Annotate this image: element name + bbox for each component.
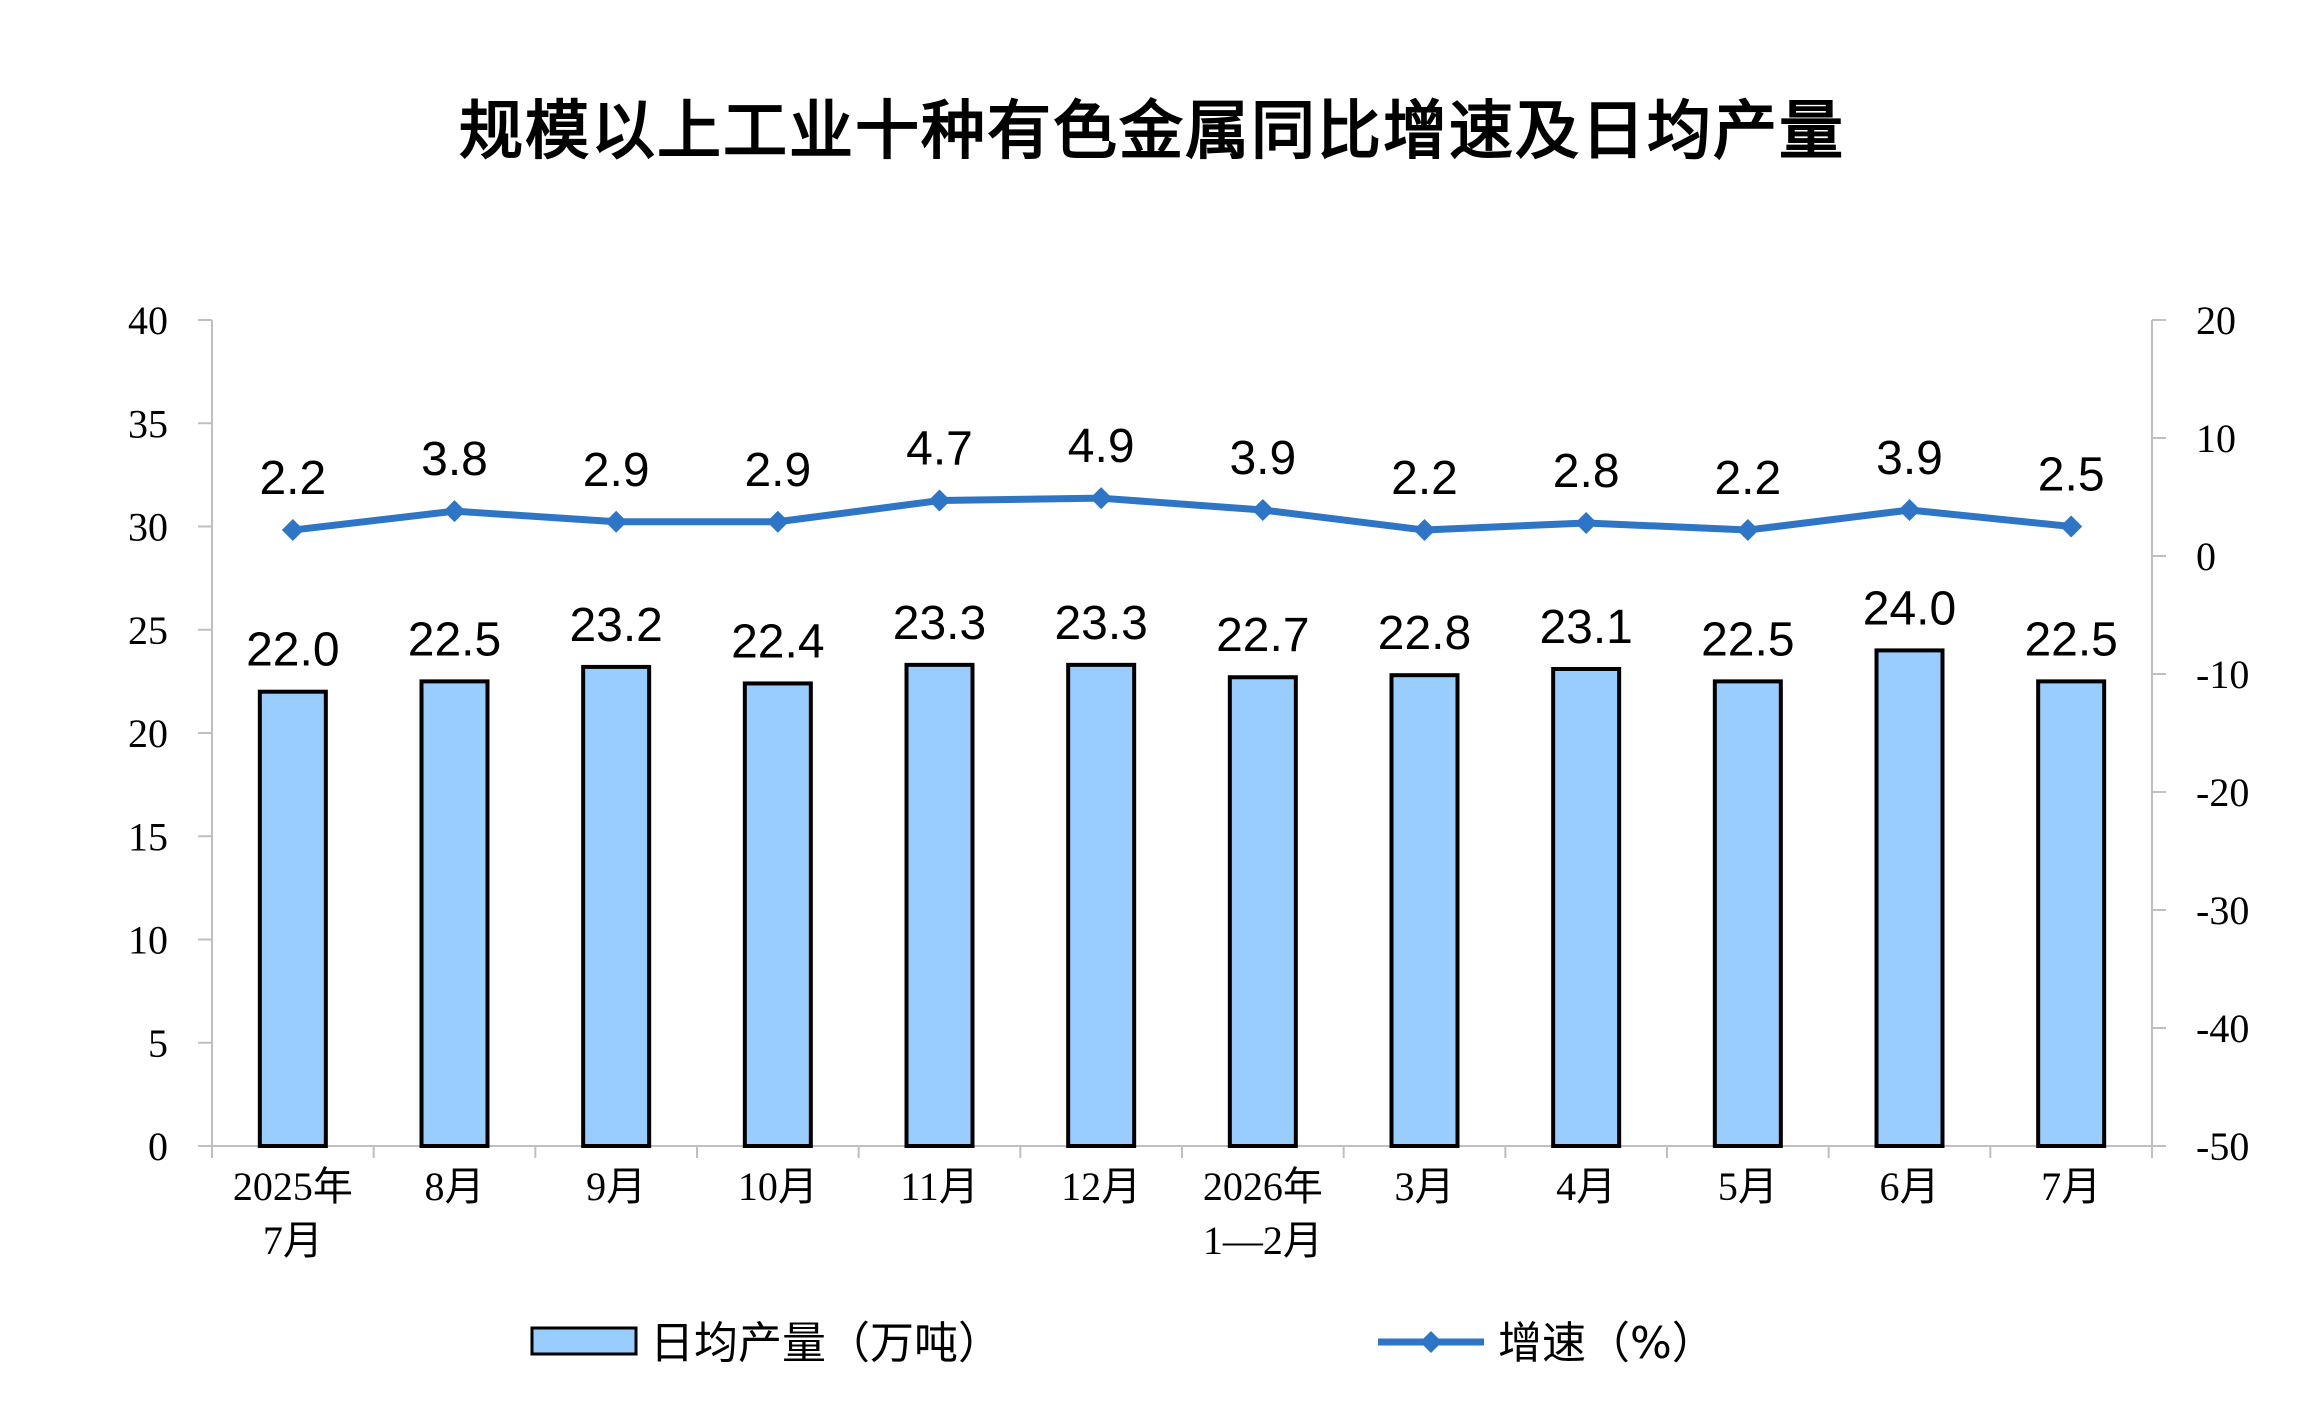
bar xyxy=(1227,675,1298,1148)
bar xyxy=(2036,679,2107,1148)
x-tick-label: 4月 xyxy=(1556,1164,1616,1209)
bar-data-label: 22.4 xyxy=(731,615,824,668)
line-data-label: 2.2 xyxy=(1391,452,1458,505)
line-data-label: 3.8 xyxy=(421,433,488,486)
x-tick-label: 3月 xyxy=(1395,1164,1455,1209)
line-data-label: 4.9 xyxy=(1068,420,1135,473)
x-tick-label: 12月 xyxy=(1061,1164,1141,1209)
x-tick-label: 9月 xyxy=(586,1164,646,1209)
bar xyxy=(257,689,328,1148)
bar-data-label: 22.7 xyxy=(1216,609,1309,662)
bar xyxy=(1389,673,1460,1148)
line-point xyxy=(2060,515,2083,538)
y-left-tick-label: 10 xyxy=(128,918,168,963)
chart-title: 规模以上工业十种有色金属同比增速及日均产量 xyxy=(459,95,1845,169)
line-point xyxy=(1736,519,1759,542)
line-labels: 2.2 3.8 2.9 2.9 4.7 4.9 3.9 2.2 2.8 2.2 3.9 2.5 xyxy=(259,420,2104,505)
bar-data-label: 22.5 xyxy=(2024,613,2117,666)
line-data-label: 2.8 xyxy=(1553,445,1620,498)
y-left-tick-label: 40 xyxy=(128,298,168,343)
x-tick-label: 11月 xyxy=(900,1164,979,1209)
line-data-label: 2.9 xyxy=(583,444,650,497)
bar xyxy=(904,662,975,1148)
bar-data-label: 23.3 xyxy=(1054,597,1147,650)
y-right-tick-label: 0 xyxy=(2196,534,2216,579)
x-tick-label: 7月 xyxy=(263,1218,323,1263)
bars-series xyxy=(257,648,2107,1149)
line-point xyxy=(605,510,628,533)
line-point xyxy=(443,500,466,523)
y-right-tick-label: 20 xyxy=(2196,298,2236,343)
y-left-tick-label: 35 xyxy=(128,401,168,446)
x-tick-label: 7月 xyxy=(2041,1164,2101,1209)
bar-labels: 22.0 22.5 23.2 22.4 23.3 23.3 22.7 22.8 23.1 22.5… xyxy=(246,582,2118,676)
bar-data-label: 22.8 xyxy=(1378,607,1471,660)
y-right-tick-label: 10 xyxy=(2196,416,2236,461)
line-data-label: 2.9 xyxy=(744,444,811,497)
line-data-label: 2.5 xyxy=(2038,449,2105,502)
y-right-tick-label: -40 xyxy=(2196,1006,2249,1051)
bar xyxy=(1551,666,1622,1148)
x-tick-label: 8月 xyxy=(425,1164,485,1209)
line-data-label: 3.9 xyxy=(1229,432,1296,485)
bar xyxy=(1712,679,1783,1148)
axes: 0 5 10 15 20 25 30 35 40 -50 -40 -30 -20 -10 0 10 20 xyxy=(128,298,2249,1169)
bar xyxy=(419,679,490,1148)
x-tick-label: 2025年 xyxy=(233,1164,353,1209)
legend-bar-swatch xyxy=(530,1326,638,1356)
bar xyxy=(1874,648,1945,1149)
line-point xyxy=(766,510,789,533)
bar xyxy=(581,664,652,1148)
bar xyxy=(742,681,813,1148)
x-tick-label: 6月 xyxy=(1880,1164,1940,1209)
line-data-label: 2.2 xyxy=(1714,452,1781,505)
line-point xyxy=(1251,498,1274,521)
x-tick-label: 1—2月 xyxy=(1203,1218,1323,1263)
y-right-tick-label: -20 xyxy=(2196,770,2249,815)
y-right-tick-label: -30 xyxy=(2196,888,2249,933)
y-right-tick-label: -10 xyxy=(2196,652,2249,697)
line-data-label: 4.7 xyxy=(906,423,973,476)
y-left-tick-label: 25 xyxy=(128,608,168,653)
legend-line-label: 增速（%） xyxy=(1498,1318,1716,1369)
bar-data-label: 22.0 xyxy=(246,624,339,677)
y-left-tick-label: 5 xyxy=(148,1021,168,1066)
bar xyxy=(1066,662,1137,1148)
y-left-tick-label: 0 xyxy=(148,1124,168,1169)
line-point xyxy=(928,489,951,512)
growth-line xyxy=(292,494,2072,534)
x-tick-label: 10月 xyxy=(738,1164,818,1209)
bar-data-label: 22.5 xyxy=(408,613,501,666)
legend-line-marker xyxy=(1420,1331,1442,1353)
bar-data-label: 23.2 xyxy=(569,599,662,652)
y-left-tick-label: 15 xyxy=(128,814,168,859)
line-series xyxy=(281,487,2083,542)
line-data-label: 2.2 xyxy=(259,452,326,505)
line-point xyxy=(1575,511,1598,534)
line-data-label: 3.9 xyxy=(1876,432,1943,485)
bar-data-label: 24.0 xyxy=(1863,582,1956,635)
y-left-tick-label: 20 xyxy=(128,711,168,756)
line-point xyxy=(1090,487,1113,510)
y-left-tick-label: 30 xyxy=(128,505,168,550)
bar-data-label: 23.3 xyxy=(893,597,986,650)
line-point xyxy=(1413,519,1436,542)
legend-bar-label: 日均产量（万吨） xyxy=(650,1318,1002,1369)
x-tick-label: 2026年 xyxy=(1203,1164,1323,1209)
x-tick-label: 5月 xyxy=(1718,1164,1778,1209)
line-point xyxy=(1898,498,1921,521)
y-right-tick-label: -50 xyxy=(2196,1124,2249,1169)
bar-data-label: 22.5 xyxy=(1701,613,1794,666)
bar-data-label: 23.1 xyxy=(1539,601,1632,654)
line-point xyxy=(281,519,304,542)
x-tick-labels: 2025年 7月 8月 9月 10月 11月 12月 2026年 1—2月 3月 4月 5月 6月 7月 xyxy=(233,1164,2101,1263)
legend: 日均产量（万吨） 增速（%） xyxy=(530,1318,1716,1369)
